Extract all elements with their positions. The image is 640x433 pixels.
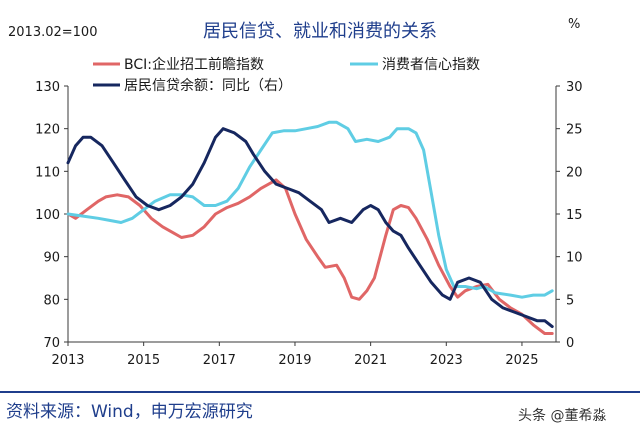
left-tick-label: 70 [43, 336, 60, 351]
right-tick-label: 25 [566, 123, 583, 138]
base-note: 2013.02=100 [8, 25, 97, 40]
x-tick-label: 2019 [278, 353, 311, 368]
x-tick-label: 2021 [354, 353, 387, 368]
left-tick-label: 120 [35, 123, 60, 138]
right-tick-label: 20 [566, 165, 583, 180]
x-tick-label: 2017 [203, 353, 236, 368]
source-note: 资料来源：Wind，申万宏源研究 [6, 402, 253, 422]
right-tick-label: 30 [566, 80, 583, 95]
legend-label-consumer-confidence: 消费者信心指数 [382, 57, 480, 73]
left-tick-label: 130 [35, 80, 60, 95]
series-layer [66, 120, 554, 335]
right-axis-unit: % [568, 17, 580, 32]
x-tick-label: 2025 [505, 353, 538, 368]
series-line-credit-yoy [66, 127, 554, 329]
x-tick-label: 2015 [127, 353, 160, 368]
legend-label-credit-yoy: 居民信贷余额：同比（右） [124, 77, 292, 94]
right-tick-label: 15 [566, 208, 583, 223]
right-tick-label: 0 [566, 336, 574, 351]
x-tick-label: 2013 [51, 353, 84, 368]
chart-title: 居民信贷、就业和消费的关系 [203, 21, 437, 42]
series-line-bci [66, 178, 554, 335]
right-tick-label: 5 [566, 293, 574, 308]
left-tick-label: 100 [35, 208, 60, 223]
left-tick-label: 90 [43, 251, 60, 266]
series-line-consumer-confidence [66, 120, 554, 299]
left-tick-label: 80 [43, 293, 60, 308]
x-tick-label: 2023 [430, 353, 463, 368]
legend-label-bci: BCI:企业招工前瞻指数 [124, 56, 264, 73]
left-axis-ticks: 70 80 90 100 110 120 130 [35, 80, 68, 351]
legend: BCI:企业招工前瞻指数 消费者信心指数 居民信贷余额：同比（右） [93, 56, 480, 94]
right-tick-label: 10 [566, 251, 583, 266]
x-axis-ticks: 2013 2015 2017 2019 2021 2023 2025 [51, 342, 539, 368]
right-axis-ticks: 0 5 10 15 20 25 30 [556, 80, 583, 351]
left-tick-label: 110 [35, 165, 60, 180]
watermark: 头条 @董希淼 [518, 407, 606, 424]
